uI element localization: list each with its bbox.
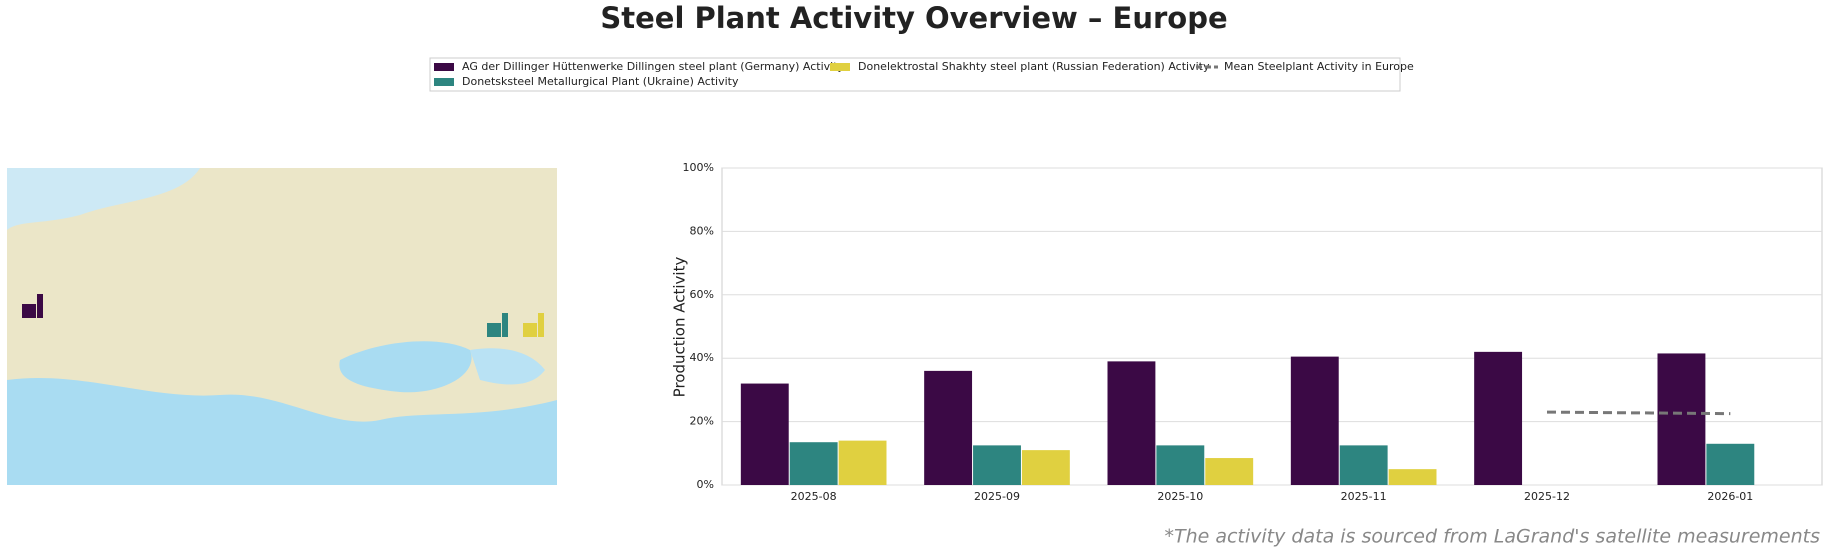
plant-icon bbox=[22, 304, 36, 318]
bar bbox=[1107, 361, 1156, 485]
y-tick-label: 20% bbox=[690, 415, 714, 428]
plant-icon bbox=[523, 323, 537, 337]
bar bbox=[973, 445, 1021, 485]
legend-swatch bbox=[830, 63, 850, 71]
map bbox=[7, 168, 557, 485]
footnote: *The activity data is sourced from LaGra… bbox=[1164, 526, 1820, 548]
bar bbox=[1021, 450, 1070, 485]
plant-icon bbox=[37, 294, 43, 318]
y-tick-label: 60% bbox=[690, 288, 714, 301]
bar bbox=[1156, 445, 1205, 485]
bar bbox=[1290, 356, 1339, 485]
x-tick-label: 2025-11 bbox=[1341, 490, 1387, 503]
plant-icon bbox=[487, 323, 501, 337]
x-tick-label: 2026-01 bbox=[1707, 490, 1753, 503]
y-tick-label: 100% bbox=[683, 161, 714, 174]
y-axis-label: Production Activity bbox=[671, 257, 689, 398]
bar bbox=[740, 383, 789, 485]
plot-frame bbox=[721, 167, 1823, 486]
bar bbox=[1657, 353, 1706, 485]
y-tick-label: 0% bbox=[697, 478, 714, 491]
legend-swatch bbox=[434, 78, 454, 86]
y-tick-label: 40% bbox=[690, 351, 714, 364]
legend bbox=[429, 57, 1401, 92]
bar bbox=[1205, 458, 1254, 485]
chart-title: Steel Plant Activity Overview – Europe bbox=[600, 1, 1227, 35]
bar bbox=[1388, 469, 1437, 485]
x-tick-label: 2025-08 bbox=[791, 490, 837, 503]
legend-swatch bbox=[434, 63, 454, 71]
x-tick-label: 2025-10 bbox=[1157, 490, 1203, 503]
bar bbox=[1474, 351, 1523, 485]
bar bbox=[924, 370, 973, 485]
bar bbox=[838, 440, 887, 485]
bar bbox=[1706, 443, 1755, 485]
y-tick-label: 80% bbox=[690, 224, 714, 237]
x-tick-label: 2025-09 bbox=[974, 490, 1020, 503]
plant-icon bbox=[502, 313, 508, 337]
mean-line bbox=[1546, 410, 1731, 416]
x-tick-label: 2025-12 bbox=[1524, 490, 1570, 503]
legend-label: Mean Steelplant Activity in Europe bbox=[1224, 60, 1414, 73]
bar bbox=[789, 442, 838, 485]
plant-icon bbox=[538, 313, 544, 337]
bar bbox=[1339, 445, 1388, 485]
legend-label: Donelektrostal Shakhty steel plant (Russ… bbox=[858, 60, 1210, 73]
legend-label: Donetsksteel Metallurgical Plant (Ukrain… bbox=[462, 75, 739, 88]
legend-label: AG der Dillinger Hüttenwerke Dillingen s… bbox=[462, 60, 845, 73]
